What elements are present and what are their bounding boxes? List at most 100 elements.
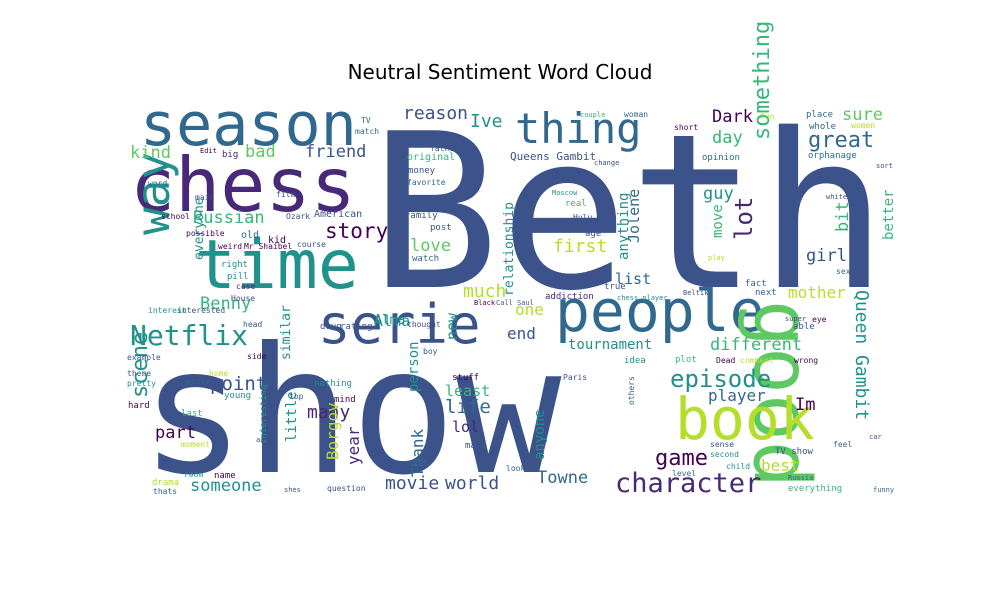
- word-name: name: [214, 471, 236, 481]
- word-least: least: [445, 382, 491, 400]
- word-wrong: wrong: [794, 356, 819, 365]
- word-anything: anything: [616, 192, 632, 260]
- word-pretty: pretty: [127, 379, 156, 388]
- word-player: player: [708, 386, 766, 405]
- word-borgov: Borgov: [323, 402, 342, 460]
- word-actor: actor: [256, 436, 278, 444]
- word-great: great: [808, 128, 875, 153]
- word-mr-shaibel: Mr Shaibel: [244, 242, 293, 251]
- word-true: true: [604, 282, 626, 292]
- word-main: main: [195, 193, 215, 202]
- word-hulu: Hulu: [573, 213, 593, 222]
- word-feel: feel: [833, 440, 853, 449]
- word-beltik: Beltik: [683, 289, 709, 297]
- word-young: young: [224, 391, 252, 401]
- word-chess: chess: [130, 141, 356, 229]
- word-queens-gambit: Queens Gambit: [510, 150, 597, 163]
- word-interested: interested: [177, 306, 226, 315]
- word-home: home: [209, 369, 229, 378]
- word-comment: comment: [740, 356, 774, 365]
- word-point: point: [210, 373, 268, 395]
- word-part: part: [155, 423, 196, 443]
- word-friend: friend: [305, 142, 367, 162]
- word-something: something: [750, 20, 775, 140]
- word-new: new: [443, 312, 461, 340]
- word-time: time: [195, 226, 359, 305]
- word-others: others: [627, 376, 636, 405]
- word-ive: Ive: [470, 111, 503, 132]
- word-real: real: [565, 199, 587, 209]
- word-way: way: [126, 151, 180, 235]
- word-woman: woman: [624, 110, 649, 119]
- word-end: end: [507, 324, 536, 343]
- word-side: side: [247, 352, 267, 361]
- word-theme: theme: [127, 369, 152, 378]
- word-people: people: [555, 277, 765, 345]
- word-kid: kid: [268, 235, 287, 246]
- word-level: level: [672, 469, 697, 478]
- word-super: super: [785, 315, 807, 323]
- word-child: child: [726, 462, 751, 471]
- word-fun: fun: [760, 112, 775, 121]
- word-whole: whole: [809, 122, 837, 132]
- word-pill: pill: [227, 272, 249, 282]
- word-possible: possible: [186, 229, 225, 238]
- word-last: last: [181, 409, 203, 419]
- word-paris: Paris: [563, 373, 588, 382]
- word-show: show: [140, 311, 562, 514]
- word-nothing: nothing: [314, 379, 352, 389]
- word-towne: Towne: [537, 468, 589, 488]
- word-course: course: [297, 240, 326, 249]
- word-school: school: [161, 212, 190, 221]
- word-beth: Beth: [370, 87, 888, 338]
- word-benny: Benny: [200, 294, 252, 314]
- word-call-saul: Call Saul: [496, 299, 534, 307]
- word-guy: guy: [703, 184, 734, 204]
- chart-title: Neutral Sentiment Word Cloud: [347, 60, 653, 84]
- word-orphanage: orphanage: [808, 151, 857, 161]
- word-alma: Alma: [374, 312, 411, 330]
- word-couple: couple: [580, 111, 606, 119]
- word-bit: bit: [833, 201, 853, 232]
- word-original: original: [407, 152, 456, 163]
- word-movie: movie: [385, 473, 440, 494]
- word-thing: thing: [515, 104, 642, 153]
- word-case: case: [236, 282, 256, 291]
- word-alma: Alma: [374, 313, 406, 328]
- word-question: question: [327, 484, 366, 493]
- word-many: many: [307, 402, 351, 423]
- word-russia: Russia: [788, 474, 814, 482]
- word-head: head: [243, 320, 263, 329]
- word-lol: lol: [452, 418, 480, 436]
- word-best: best: [761, 456, 800, 475]
- word-drama: drama: [152, 478, 180, 488]
- word-moscow: Moscow: [552, 189, 578, 197]
- word-world: world: [445, 473, 500, 494]
- word-story: story: [325, 219, 389, 243]
- word-man: man: [465, 441, 482, 451]
- word-old: old: [241, 230, 260, 241]
- word-house: House: [231, 294, 256, 303]
- word-boy: boy: [423, 347, 438, 356]
- word-big: big: [222, 150, 239, 160]
- word-idea: idea: [624, 356, 646, 366]
- word-russian: Russian: [193, 208, 265, 228]
- word-chess-player: chess player: [617, 294, 668, 302]
- word-everything: everything: [788, 484, 843, 494]
- word-move: move: [710, 204, 726, 238]
- word-game: game: [655, 446, 708, 471]
- word-black: Black: [474, 299, 496, 307]
- word-bad: bad: [245, 142, 276, 162]
- word-change: change: [594, 159, 620, 167]
- word-relationship: relationship: [502, 202, 517, 296]
- word-character: character: [615, 468, 762, 499]
- word-someone: someone: [190, 476, 262, 496]
- word-money: money: [408, 166, 436, 176]
- word-stuff: stuff: [452, 373, 480, 383]
- word-next: next: [755, 288, 777, 298]
- word-netflix: Netflix: [130, 319, 249, 352]
- word-queen-gambit: Queen Gambit: [851, 290, 872, 421]
- word-episode: episode: [670, 365, 772, 393]
- word-reason: reason: [403, 103, 469, 124]
- word-post: post: [430, 223, 452, 233]
